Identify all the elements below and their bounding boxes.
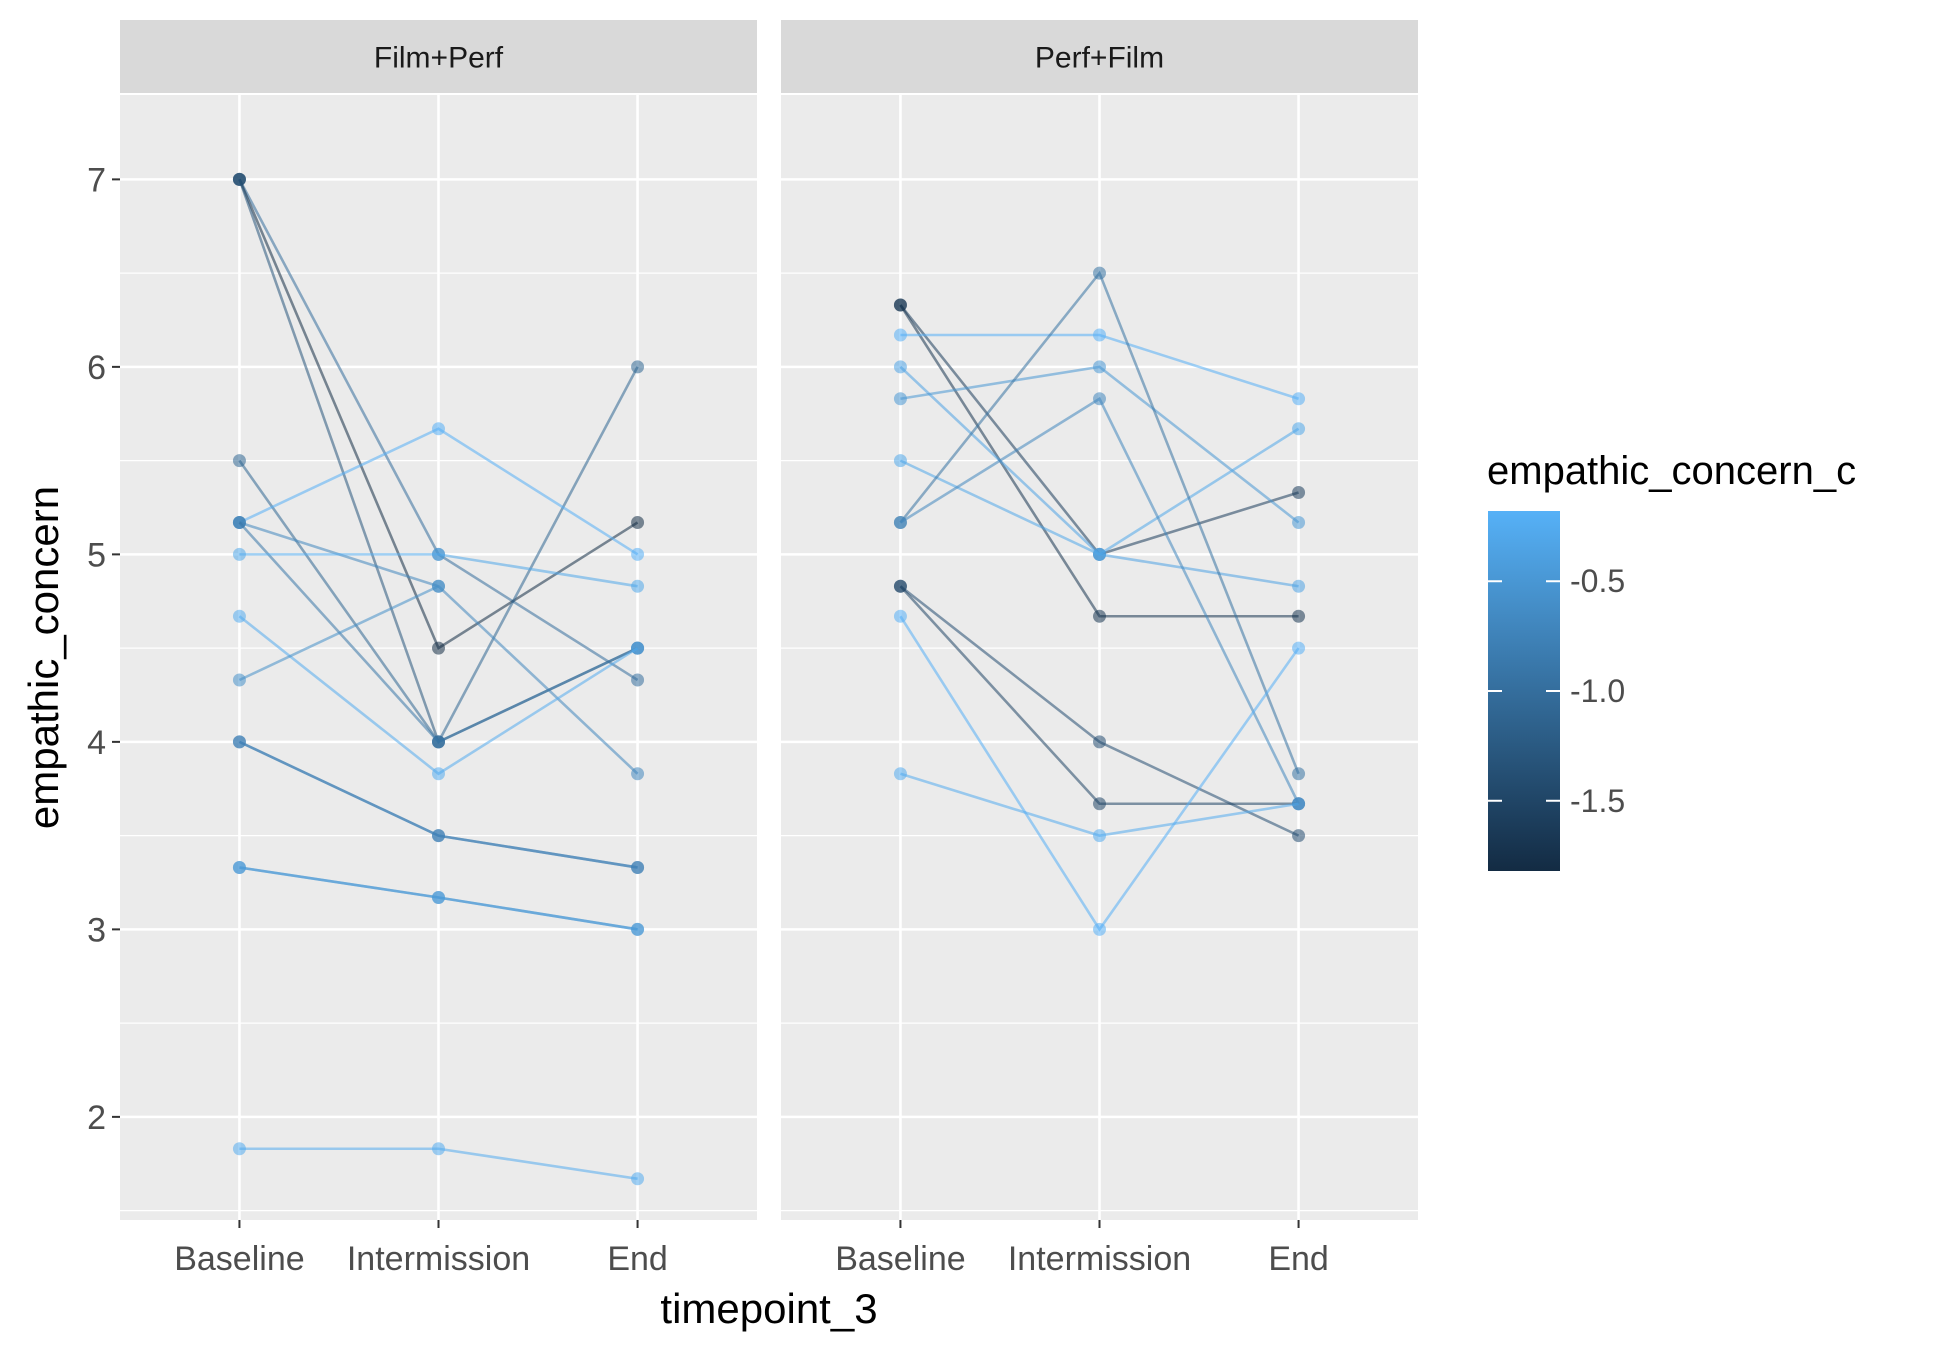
data-point [432, 641, 445, 655]
data-point [1093, 392, 1106, 406]
data-point [232, 861, 246, 874]
data-point [1292, 641, 1306, 655]
data-point [893, 767, 907, 781]
data-point [232, 673, 246, 687]
data-point [432, 891, 445, 904]
data-point [232, 547, 246, 561]
legend-tick-label: -0.5 [1570, 563, 1625, 599]
data-point [893, 392, 907, 406]
facet-strip-label: Perf+Film [1035, 42, 1164, 75]
data-point [432, 735, 445, 749]
data-point [1093, 547, 1106, 561]
y-tick-label: 3 [87, 911, 106, 949]
data-point [1292, 422, 1306, 436]
data-point [631, 1172, 645, 1186]
data-point [893, 454, 907, 468]
data-point [631, 673, 645, 687]
legend-tick-label: -1.5 [1570, 783, 1625, 819]
data-point [893, 609, 907, 623]
y-tick-label: 2 [87, 1099, 106, 1137]
y-tick-label: 5 [87, 536, 106, 574]
data-point [1292, 609, 1306, 623]
data-point [631, 516, 645, 529]
data-point [893, 516, 907, 529]
data-point [232, 516, 246, 529]
x-axis-title: timepoint_3 [660, 1285, 877, 1332]
data-point [432, 1142, 445, 1156]
data-point [631, 922, 645, 936]
data-point [1093, 360, 1106, 374]
data-point [1093, 797, 1106, 811]
data-point [1292, 797, 1306, 811]
data-point [432, 829, 445, 843]
data-point [893, 579, 907, 593]
data-point [432, 579, 445, 593]
data-point [631, 861, 645, 874]
y-axis-title: empathic_concern [20, 486, 67, 829]
y-tick-label: 4 [87, 724, 106, 762]
x-tick-label: Baseline [174, 1240, 304, 1278]
data-point [1093, 328, 1106, 342]
data-point [1292, 392, 1306, 406]
x-tick-label: Baseline [835, 1240, 965, 1278]
facet-panel-1: Perf+Film Baseline Intermission End [781, 20, 1418, 1278]
data-point [631, 579, 645, 593]
data-point [432, 547, 445, 561]
data-point [893, 328, 907, 342]
y-tick-label: 7 [87, 161, 106, 199]
data-point [1292, 486, 1306, 499]
data-point [1093, 922, 1106, 936]
data-point [1292, 829, 1306, 843]
facet-strip [781, 20, 1418, 93]
data-point [1292, 516, 1306, 529]
data-point [631, 767, 645, 781]
data-point [1292, 767, 1306, 781]
data-point [432, 422, 445, 436]
data-point [1093, 266, 1106, 280]
facet-strip-label: Film+Perf [374, 42, 504, 75]
data-point [893, 298, 907, 312]
data-point [232, 454, 246, 468]
data-point [893, 360, 907, 374]
data-point [1093, 609, 1106, 623]
legend-tick-label: -1.0 [1570, 673, 1625, 709]
legend: empathic_concern_c -0.5 -1.0 -1.5 [1487, 449, 1856, 871]
facet-panel-0: Film+Perf Baseline Intermission End 2 3 4 5 6 7 [87, 20, 757, 1278]
data-point [432, 767, 445, 781]
x-tick-label: Intermission [1008, 1240, 1191, 1278]
x-tick-label: Intermission [347, 1240, 530, 1278]
series-line [238, 585, 440, 682]
data-point [232, 1142, 246, 1156]
x-tick-label: End [1268, 1240, 1329, 1278]
data-point [1093, 829, 1106, 843]
legend-title: empathic_concern_c [1487, 449, 1856, 493]
y-tick-label: 6 [87, 349, 106, 387]
facet-strip [120, 20, 757, 93]
data-point [631, 360, 645, 374]
data-point [232, 609, 246, 623]
data-point [1292, 579, 1306, 593]
data-point [232, 172, 246, 186]
x-tick-label: End [607, 1240, 668, 1278]
data-point [631, 641, 645, 655]
data-point [232, 735, 246, 749]
data-point [631, 547, 645, 561]
data-point [1093, 735, 1106, 749]
